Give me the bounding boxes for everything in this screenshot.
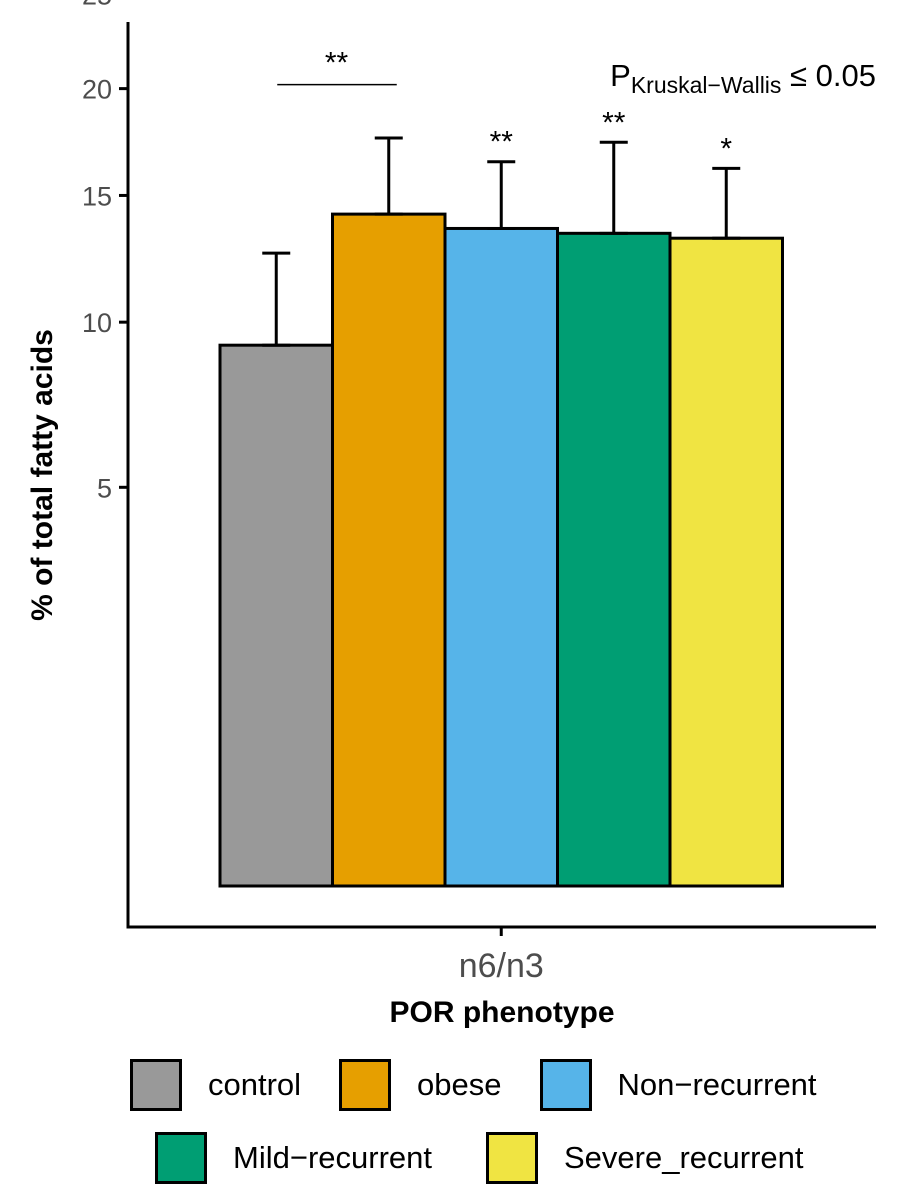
bar-obese — [331, 212, 447, 888]
bars — [218, 212, 784, 888]
annotation-subscript: Kruskal−Wallis — [631, 72, 782, 98]
kruskal-wallis-annotation: PKruskal−Wallis ≤ 0.05 — [610, 58, 876, 98]
legend-label: Severe_recurrent — [564, 1140, 804, 1175]
legend-row: control obese Non−recurrent — [130, 1059, 817, 1111]
y-axis-title: % of total fatty acids — [26, 329, 59, 621]
bar-non-recurrent — [443, 226, 559, 888]
y-tick-label: 15 — [82, 181, 112, 211]
legend-key — [486, 1132, 538, 1184]
legend-label: control — [208, 1067, 302, 1102]
significance-label: ** — [490, 126, 514, 159]
y-tick-label: 20 — [82, 75, 112, 105]
legend-label: obese — [417, 1067, 502, 1102]
annotation-main: P — [610, 58, 631, 93]
legend-key — [539, 1059, 592, 1111]
bar-control — [218, 343, 334, 888]
chart: 510152025n6/n3 ******* % of total fatty … — [26, 0, 876, 1029]
bracket-label: ** — [325, 47, 349, 80]
legend-label: Non−recurrent — [617, 1067, 817, 1102]
bar-mild-recurrent — [556, 231, 672, 888]
y-tick-label: 10 — [82, 308, 112, 338]
annotation-suffix: ≤ 0.05 — [781, 58, 876, 93]
x-axis-title: POR phenotype — [389, 996, 614, 1029]
legend-row: Mild−recurrent Severe_recurrent — [155, 1132, 804, 1184]
bar-severe-recurrent — [668, 236, 784, 888]
legend-key — [339, 1059, 392, 1111]
significance-labels: ******* — [277, 47, 732, 165]
axes: 5 10 15 20 25 n6/n3 — [82, 0, 876, 985]
x-tick-label: n6/n3 — [459, 947, 544, 985]
legend-key — [155, 1132, 207, 1184]
error-bars — [262, 136, 741, 347]
legend-key — [130, 1059, 182, 1111]
y-tick-label: 25 — [82, 0, 112, 11]
significance-label: * — [720, 132, 732, 165]
significance-label: ** — [602, 106, 626, 139]
legend-label: Mild−recurrent — [233, 1140, 432, 1175]
y-tick-label: 5 — [97, 473, 112, 503]
